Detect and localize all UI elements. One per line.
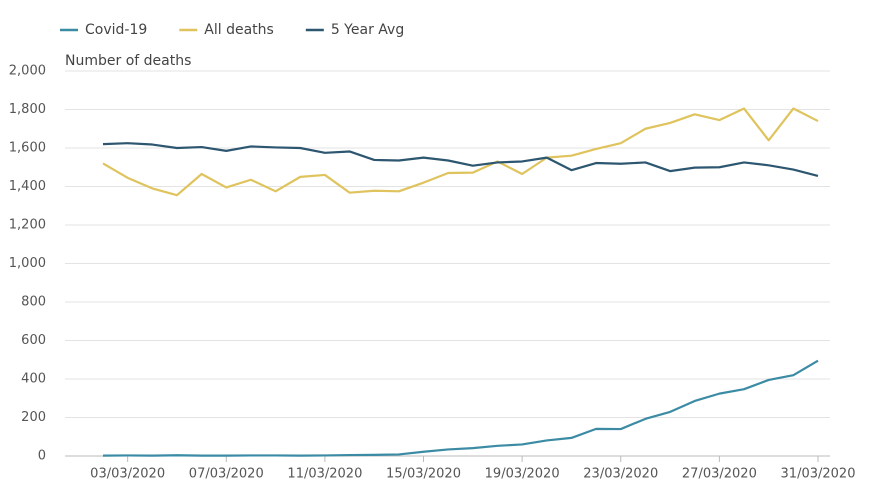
x-tick-label: 19/03/2020 bbox=[485, 467, 560, 482]
y-tick-label: 2,000 bbox=[9, 64, 46, 79]
series-line bbox=[102, 107, 819, 197]
x-tick-label: 03/03/2020 bbox=[90, 467, 165, 482]
x-tick-label: 23/03/2020 bbox=[583, 467, 658, 482]
y-axis-label: Number of deaths bbox=[65, 53, 191, 69]
y-tick-label: 800 bbox=[21, 295, 46, 310]
legend-label: Covid-19 bbox=[85, 22, 147, 38]
y-tick-label: 1,800 bbox=[9, 102, 46, 117]
y-tick-label: 1,400 bbox=[9, 179, 46, 194]
x-tick-label: 31/03/2020 bbox=[781, 467, 856, 482]
y-tick-label: 1,000 bbox=[9, 256, 46, 271]
series-line bbox=[102, 142, 819, 177]
x-tick-label: 15/03/2020 bbox=[386, 467, 461, 482]
y-tick-label: 200 bbox=[21, 410, 46, 425]
legend-label: All deaths bbox=[204, 22, 274, 38]
y-tick-label: 1,200 bbox=[9, 218, 46, 233]
x-tick-label: 11/03/2020 bbox=[287, 467, 362, 482]
y-tick-label: 1,600 bbox=[9, 141, 46, 156]
x-tick-label: 07/03/2020 bbox=[189, 467, 264, 482]
y-tick-label: 600 bbox=[21, 333, 46, 348]
x-tick-label: 27/03/2020 bbox=[682, 467, 757, 482]
legend-label: 5 Year Avg bbox=[331, 22, 404, 38]
y-tick-label: 400 bbox=[21, 372, 46, 387]
y-tick-label: 0 bbox=[38, 449, 46, 464]
series-line bbox=[102, 359, 819, 457]
